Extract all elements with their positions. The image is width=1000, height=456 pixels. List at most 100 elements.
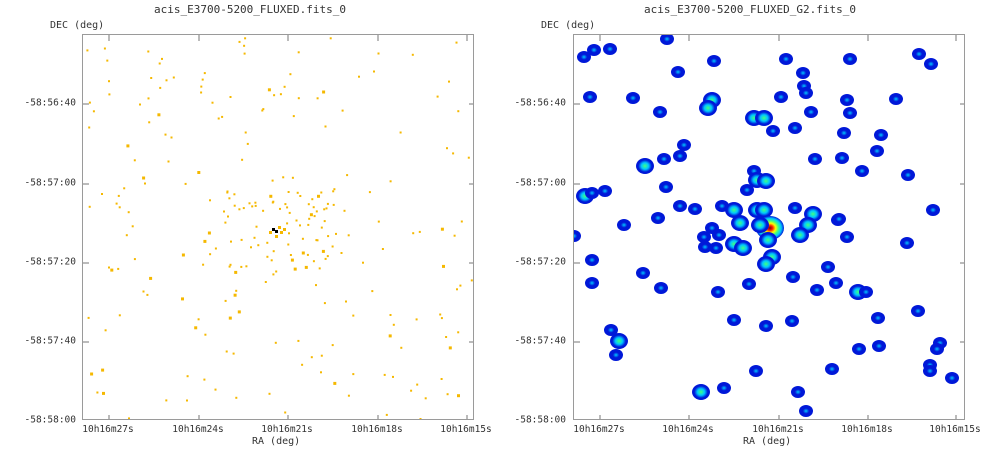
photon-event [436, 95, 439, 98]
photon-event [296, 191, 299, 194]
photon-event [440, 317, 443, 320]
photon-event [186, 399, 188, 402]
source-blob [654, 282, 668, 294]
source-blob [659, 181, 673, 193]
photon-event [445, 336, 448, 338]
source-blob [583, 91, 597, 103]
source-blob [742, 278, 756, 290]
photon-event [311, 198, 314, 201]
photon-event [133, 159, 136, 162]
photon-event [289, 254, 292, 256]
left-x-tick: 10h16m24s [172, 424, 224, 435]
photon-event [307, 203, 310, 206]
photon-event [295, 219, 298, 222]
photon-event [233, 293, 237, 297]
photon-event [272, 250, 275, 253]
photon-event [279, 207, 281, 210]
photon-event [280, 231, 283, 234]
photon-event [320, 354, 323, 357]
photon-event [272, 228, 275, 231]
photon-event [392, 323, 395, 326]
photon-event [326, 202, 329, 205]
source-blob [698, 241, 712, 253]
photon-event [144, 182, 146, 185]
photon-event [214, 247, 217, 250]
source-blob [577, 51, 591, 63]
photon-event [118, 314, 121, 317]
source-blob [651, 212, 665, 224]
photon-event [325, 207, 328, 210]
source-blob [923, 365, 937, 377]
source-blob [636, 158, 654, 174]
photon-event [102, 391, 105, 395]
photon-event [228, 197, 231, 200]
photon-event [345, 300, 347, 303]
photon-event [271, 201, 274, 204]
source-blob [653, 106, 667, 118]
source-blob [711, 286, 725, 298]
photon-event [255, 225, 258, 228]
photon-event [306, 253, 309, 256]
photon-event [287, 191, 290, 193]
photon-event [440, 378, 443, 380]
photon-event [411, 53, 414, 56]
photon-event [442, 264, 445, 268]
right-image-frame[interactable] [573, 34, 965, 420]
photon-event [244, 37, 247, 40]
photon-event [96, 391, 99, 394]
source-blob [759, 232, 777, 248]
photon-event [457, 394, 460, 398]
photon-event [327, 235, 330, 238]
photon-event [229, 96, 232, 98]
photon-event [324, 257, 327, 260]
photon-event [333, 188, 336, 191]
photon-event [170, 136, 173, 139]
photon-event [352, 373, 355, 376]
source-blob [692, 384, 710, 400]
left-y-axis-label: DEC (deg) [50, 20, 105, 31]
photon-event [368, 191, 371, 194]
photon-event [181, 297, 184, 301]
photon-event [139, 103, 141, 106]
photon-event [352, 314, 355, 317]
photon-event [448, 80, 450, 83]
photon-event [103, 47, 106, 50]
photon-event [279, 93, 282, 96]
source-blob [657, 153, 671, 165]
right-y-axis-label: DEC (deg) [541, 20, 596, 31]
photon-event [254, 204, 257, 207]
photon-event [329, 37, 332, 40]
photon-event [224, 299, 227, 302]
source-blob [901, 169, 915, 181]
source-blob [755, 202, 773, 218]
photon-event [257, 244, 260, 247]
photon-event [203, 239, 207, 243]
photon-event [275, 230, 278, 233]
photon-event [292, 115, 295, 118]
photon-event [340, 252, 343, 254]
source-blob [785, 315, 799, 327]
photon-event [467, 156, 470, 159]
photon-event [200, 85, 203, 88]
left-image-frame[interactable] [82, 34, 474, 420]
photon-event [146, 293, 149, 296]
photon-event [440, 227, 444, 231]
photon-event [92, 110, 95, 113]
photon-event [301, 363, 304, 366]
photon-event [117, 194, 120, 197]
photon-event [289, 73, 292, 76]
photon-event [108, 266, 110, 269]
source-blob [872, 340, 886, 352]
photon-event [133, 258, 136, 261]
photon-event [446, 393, 449, 396]
source-blob [626, 92, 640, 104]
photon-event [392, 375, 394, 378]
photon-event [267, 88, 271, 92]
photon-event [161, 57, 163, 60]
photon-event [261, 109, 264, 112]
source-blob [759, 320, 773, 332]
source-blob [699, 100, 717, 116]
photon-event [243, 44, 246, 47]
photon-event [320, 371, 322, 374]
photon-event [200, 91, 203, 94]
